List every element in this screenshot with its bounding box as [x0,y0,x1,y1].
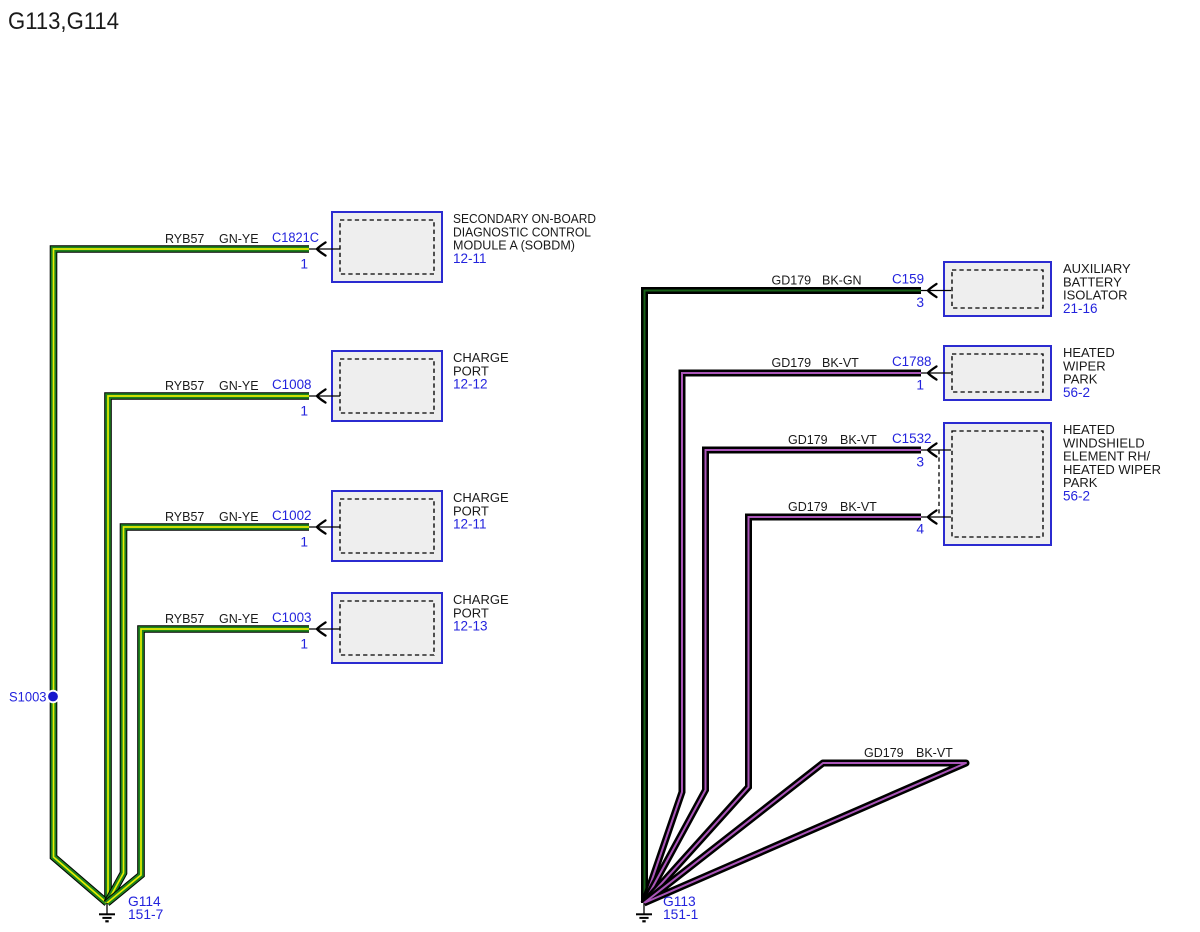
svg-text:PARK: PARK [1063,372,1098,387]
svg-text:BATTERY: BATTERY [1063,274,1122,289]
svg-text:C1532: C1532 [892,431,931,446]
svg-text:GD179: GD179 [772,356,812,370]
svg-text:DIAGNOSTIC CONTROL: DIAGNOSTIC CONTROL [453,224,591,239]
svg-text:WINDSHIELD: WINDSHIELD [1063,435,1145,450]
svg-text:C1821C: C1821C [272,230,319,245]
svg-text:CHARGE: CHARGE [453,592,509,607]
svg-text:56-2: 56-2 [1063,489,1090,504]
svg-text:MODULE A (SOBDM): MODULE A (SOBDM) [453,238,575,253]
svg-text:RYB57: RYB57 [165,510,204,524]
svg-text:ELEMENT RH/: ELEMENT RH/ [1063,449,1151,464]
svg-text:RYB57: RYB57 [165,379,204,393]
svg-text:S1003: S1003 [9,690,47,706]
svg-text:12-13: 12-13 [453,619,488,634]
svg-text:C1008: C1008 [272,377,311,392]
svg-text:C159: C159 [892,272,924,287]
svg-text:4: 4 [916,522,924,537]
svg-text:C1003: C1003 [272,610,311,625]
svg-text:GD179: GD179 [788,433,828,447]
svg-text:12-12: 12-12 [453,377,488,392]
svg-text:3: 3 [916,295,924,310]
svg-text:12-11: 12-11 [453,251,487,266]
svg-text:SECONDARY ON-BOARD: SECONDARY ON-BOARD [453,211,596,226]
svg-text:BK-VT: BK-VT [840,433,877,447]
svg-text:1: 1 [300,535,308,550]
svg-text:BK-GN: BK-GN [822,274,862,288]
svg-text:C1002: C1002 [272,508,311,523]
svg-text:G113,G114: G113,G114 [8,8,119,35]
svg-text:21-16: 21-16 [1063,301,1098,316]
svg-text:1: 1 [916,378,924,393]
svg-text:GD179: GD179 [788,500,828,514]
svg-text:G113: G113 [663,894,696,909]
svg-text:151-7: 151-7 [128,907,163,922]
svg-text:WIPER: WIPER [1063,358,1106,373]
svg-text:GN-YE: GN-YE [219,379,259,393]
svg-text:G114: G114 [128,894,161,909]
svg-text:C1788: C1788 [892,354,931,369]
svg-text:PORT: PORT [453,605,489,620]
svg-text:PARK: PARK [1063,475,1098,490]
svg-text:ISOLATOR: ISOLATOR [1063,288,1128,303]
svg-text:RYB57: RYB57 [165,232,204,246]
svg-text:BK-VT: BK-VT [840,500,877,514]
svg-text:BK-VT: BK-VT [916,746,953,760]
svg-text:PORT: PORT [453,363,489,378]
svg-text:GD179: GD179 [864,746,904,760]
svg-text:CHARGE: CHARGE [453,350,509,365]
svg-text:BK-VT: BK-VT [822,356,859,370]
svg-text:56-2: 56-2 [1063,385,1090,400]
svg-text:GN-YE: GN-YE [219,510,259,524]
svg-text:3: 3 [916,455,924,470]
svg-text:HEATED WIPER: HEATED WIPER [1063,462,1161,477]
svg-text:1: 1 [300,404,308,419]
svg-text:HEATED: HEATED [1063,422,1115,437]
svg-text:RYB57: RYB57 [165,612,204,626]
svg-text:GN-YE: GN-YE [219,612,259,626]
svg-text:CHARGE: CHARGE [453,490,509,505]
svg-text:151-1: 151-1 [663,907,698,922]
svg-text:GN-YE: GN-YE [219,232,259,246]
svg-text:HEATED: HEATED [1063,345,1115,360]
svg-text:AUXILIARY: AUXILIARY [1063,261,1131,276]
svg-text:GD179: GD179 [772,274,812,288]
svg-text:12-11: 12-11 [453,517,487,532]
svg-text:1: 1 [300,637,308,652]
svg-text:PORT: PORT [453,503,489,518]
svg-text:1: 1 [300,257,308,272]
